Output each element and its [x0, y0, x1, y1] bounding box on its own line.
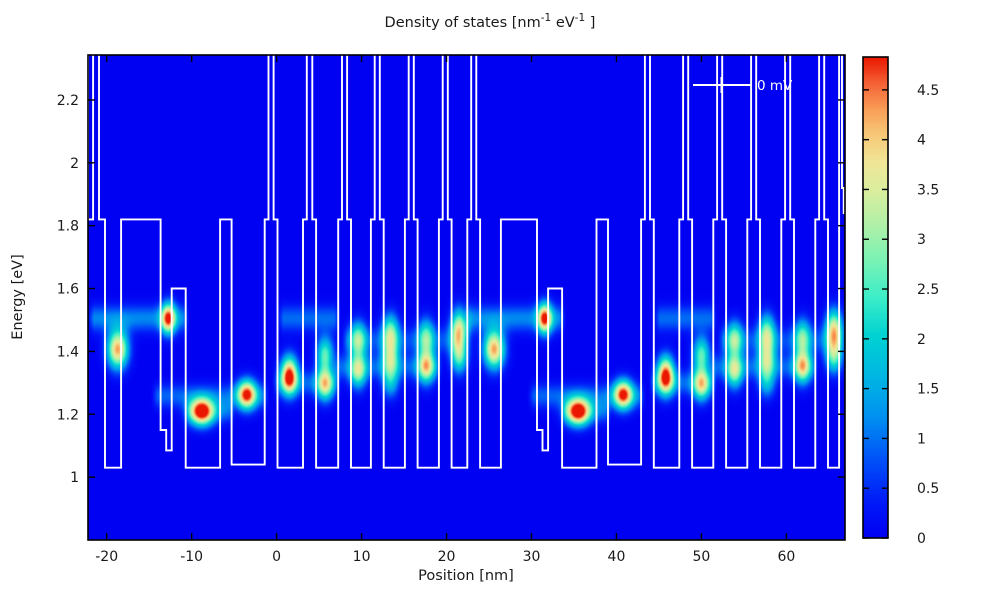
- y-tick-label: 2.2: [57, 93, 79, 109]
- colorbar-border: [862, 56, 889, 539]
- x-tick-label: 20: [438, 549, 456, 565]
- chart-title: Density of states [nm-1 eV-1 ]: [385, 12, 596, 31]
- colorbar-tick-label: 2: [917, 332, 926, 348]
- plot-border: [87, 54, 846, 541]
- colorbar-tick-label: 2.5: [917, 282, 939, 298]
- colorbar-tick-label: 1: [917, 431, 926, 447]
- colorbar-tick-label: 0: [917, 531, 926, 547]
- y-tick-label: 2: [70, 156, 79, 172]
- x-tick-label: 60: [777, 549, 795, 565]
- y-tick-label: 1.8: [57, 219, 79, 235]
- x-tick-label: 30: [523, 549, 541, 565]
- colorbar-tick-label: 1.5: [917, 382, 939, 398]
- y-tick-label: 1: [70, 470, 79, 486]
- colorbar-tick-label: 0.5: [917, 481, 939, 497]
- band-edge-profile-line: [88, 55, 845, 469]
- x-tick-label: -20: [95, 549, 118, 565]
- axis-tick-marks: [88, 55, 888, 540]
- x-tick-label: 10: [353, 549, 371, 565]
- colorbar-tick-label: 4: [917, 133, 926, 149]
- axis-tick-labels: -20 -10 0 10 20 30 40 50 60 1 1.2 1.4 1.6 1.8 2 2.2 0 0.5…: [57, 83, 940, 565]
- x-tick-label: 50: [693, 549, 711, 565]
- colorbar-tick-label: 3: [917, 232, 926, 248]
- colorbar-tick-label: 4.5: [917, 83, 939, 99]
- y-tick-label: 1.2: [57, 407, 79, 423]
- y-axis-label: Energy [eV]: [10, 254, 26, 340]
- colorbar-tick-label: 3.5: [917, 182, 939, 198]
- legend-label: 0 mV: [757, 78, 793, 94]
- colorbar-gradient: [863, 57, 888, 538]
- x-tick-label: -10: [180, 549, 203, 565]
- legend: 0 mV: [693, 77, 793, 94]
- x-tick-label: 0: [272, 549, 281, 565]
- y-tick-label: 1.6: [57, 282, 79, 298]
- x-axis-label: Position [nm]: [418, 568, 514, 584]
- y-tick-label: 1.4: [57, 344, 79, 360]
- x-tick-label: 40: [608, 549, 626, 565]
